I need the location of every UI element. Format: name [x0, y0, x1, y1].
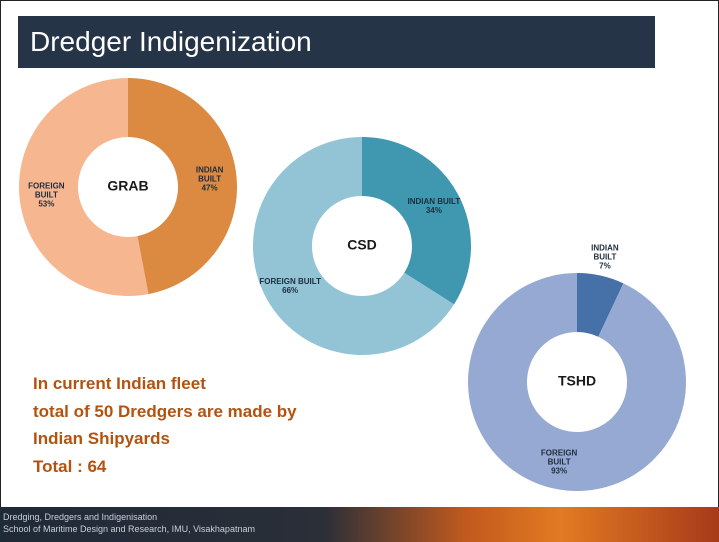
slice-label: FOREIGN BUILT 93% — [539, 449, 579, 476]
slice-category: FOREIGN BUILT — [28, 181, 65, 200]
slice-value: 47% — [201, 183, 218, 193]
footer: Dredging, Dredgers and Indigenisation Sc… — [0, 507, 719, 542]
text-line: Indian Shipyards — [33, 429, 170, 448]
text-line: Total : 64 — [33, 456, 107, 476]
slice-category: INDIAN BUILT — [407, 197, 461, 207]
footer-line: School of Maritime Design and Research, … — [3, 524, 255, 534]
slice-label: INDIAN BUILT 47% — [190, 166, 230, 193]
slice-label: FOREIGN BUILT 53% — [26, 181, 66, 208]
slice-category: FOREIGN BUILT — [540, 448, 578, 467]
slide-title: Dredger Indigenization — [30, 26, 312, 57]
body-text: In current Indian fleet total of 50 Dred… — [33, 370, 297, 480]
slice-label: INDIAN BUILT 34% — [394, 197, 474, 215]
slice-category: FOREIGN BUILT — [259, 276, 321, 286]
text-line: total of 50 Dredgers are made by — [33, 401, 297, 421]
slice-value: 34% — [425, 206, 442, 216]
slice-value: 53% — [38, 199, 55, 209]
donut-slice — [362, 137, 471, 305]
donut-title: CSD — [347, 237, 377, 253]
footer-line: Dredging, Dredgers and Indigenisation — [3, 512, 158, 522]
slice-label: FOREIGN BUILT 66% — [250, 277, 330, 295]
donut-title: GRAB — [107, 178, 148, 194]
donut-slice — [468, 273, 687, 491]
text-line: In current Indian fleet — [33, 374, 206, 393]
slice-label: INDIAN BUILT 7% — [585, 244, 625, 271]
slice-value: 93% — [551, 466, 568, 476]
donut-slice — [252, 137, 455, 356]
donut-slice — [577, 273, 624, 337]
slice-category: INDIAN BUILT — [591, 243, 619, 262]
slice-value: 66% — [282, 285, 299, 295]
donut-slice — [128, 78, 237, 295]
slice-category: INDIAN BUILT — [195, 165, 224, 184]
donut-slice — [18, 78, 149, 296]
slice-value: 7% — [599, 261, 611, 271]
title-bar: Dredger Indigenization — [18, 16, 655, 68]
donut-title: TSHD — [558, 373, 596, 389]
